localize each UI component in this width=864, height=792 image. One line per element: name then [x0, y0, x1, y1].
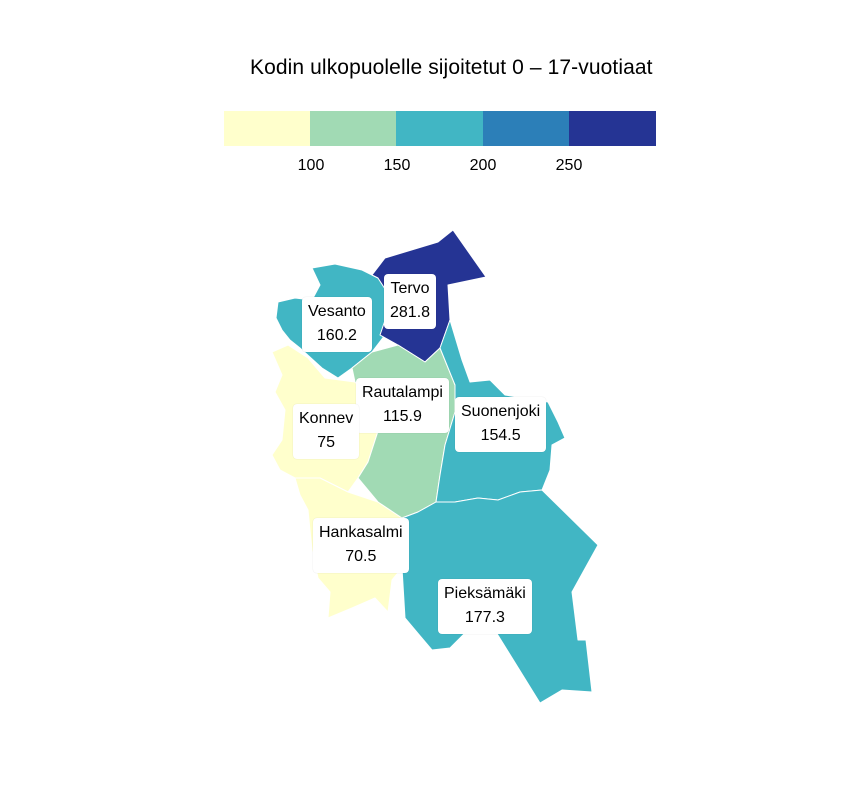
label-tervo-name: Tervo [390, 280, 430, 297]
label-konnev: Konnev 75 [293, 404, 360, 459]
label-pieksamaki-value: 177.3 [464, 609, 505, 626]
label-rautalampi-name: Rautalampi [362, 384, 443, 401]
label-pieksamaki: Pieksämäki 177.3 [438, 579, 532, 634]
label-konnev-name: Konnev [299, 410, 354, 427]
label-rautalampi-value: 115.9 [383, 408, 422, 425]
legend-tick-250: 250 [556, 157, 583, 174]
legend-swatch-0 [224, 111, 311, 146]
legend-tick-100: 100 [298, 157, 325, 174]
legend: 100 150 200 250 [224, 111, 656, 174]
label-rautalampi: Rautalampi 115.9 [356, 378, 449, 433]
label-suonenjoki-value: 154.5 [480, 427, 521, 444]
label-tervo: Tervo 281.8 [384, 274, 437, 329]
legend-tick-200: 200 [470, 157, 497, 174]
label-suonenjoki-name: Suonenjoki [461, 403, 541, 420]
label-vesanto-value: 160.2 [316, 327, 357, 344]
legend-swatch-4 [569, 111, 656, 146]
label-hankasalmi-name: Hankasalmi [319, 524, 403, 541]
legend-swatch-2 [396, 111, 483, 146]
legend-tick-150: 150 [384, 157, 411, 174]
label-pieksamaki-name: Pieksämäki [444, 585, 526, 602]
legend-swatch-3 [483, 111, 570, 146]
label-vesanto: Vesanto 160.2 [302, 297, 372, 352]
label-tervo-value: 281.8 [390, 304, 431, 321]
label-suonenjoki: Suonenjoki 154.5 [455, 397, 547, 452]
label-hankasalmi: Hankasalmi 70.5 [313, 518, 409, 573]
legend-swatch-1 [310, 111, 397, 146]
label-konnev-value: 75 [317, 434, 336, 451]
label-hankasalmi-value: 70.5 [345, 548, 377, 565]
label-vesanto-name: Vesanto [308, 303, 366, 320]
map-title: Kodin ulkopuolelle sijoitetut 0 – 17-vuo… [250, 56, 653, 79]
